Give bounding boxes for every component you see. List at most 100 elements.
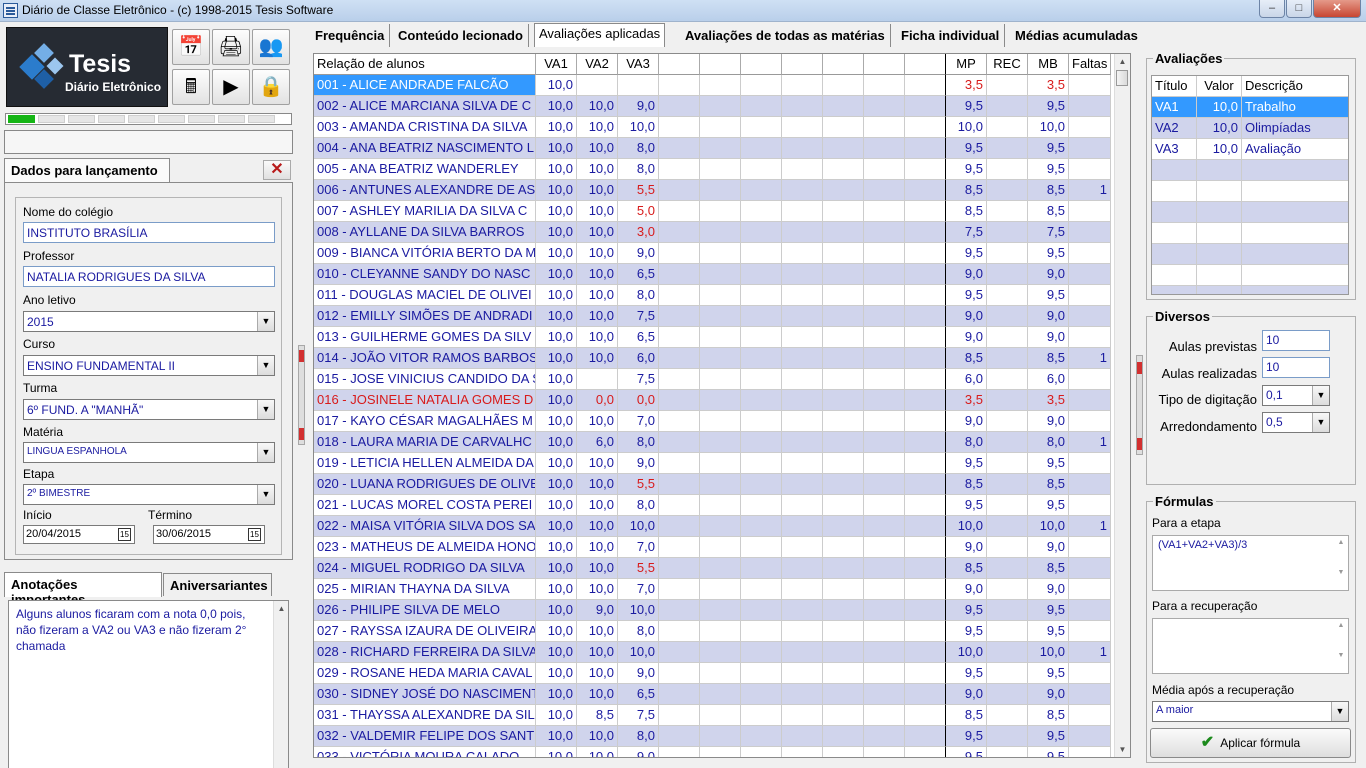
cell-rec[interactable] [987,474,1028,495]
cell-empty[interactable] [864,222,905,243]
notes-textarea[interactable]: Alguns alunos ficaram com a nota 0,0 poi… [8,600,289,768]
cell-mp[interactable]: 9,5 [946,285,987,306]
header-valor[interactable]: Valor [1197,76,1242,97]
cell-empty[interactable] [700,96,741,117]
cell-va1[interactable]: 10,0 [536,348,577,369]
cell-va2[interactable]: 10,0 [577,684,618,705]
cell-va2[interactable]: 10,0 [577,159,618,180]
header-mb[interactable]: MB [1028,54,1069,75]
cell-mp[interactable]: 8,5 [946,180,987,201]
cell-va3[interactable]: 7,5 [618,306,659,327]
cell-empty[interactable] [700,411,741,432]
cell-empty[interactable] [864,726,905,747]
cell-mb[interactable]: 10,0 [1028,516,1069,537]
cell-empty[interactable] [864,369,905,390]
cell-empty[interactable] [905,642,946,663]
cell-va2[interactable]: 10,0 [577,453,618,474]
cell-faltas[interactable] [1069,474,1111,495]
cell-rec[interactable] [987,327,1028,348]
cell-empty[interactable] [823,117,864,138]
cell-mb[interactable]: 9,0 [1028,579,1069,600]
cell-empty[interactable] [823,747,864,757]
cell-empty[interactable] [864,663,905,684]
cell-mb[interactable]: 8,5 [1028,180,1069,201]
cell-empty[interactable] [700,348,741,369]
table-row[interactable]: 029 - ROSANE HEDA MARIA CAVAL 10,0 10,0 9,0… [314,663,1114,684]
cell-empty[interactable] [905,684,946,705]
cell-empty[interactable] [700,285,741,306]
avaliacao-valor[interactable] [1197,286,1242,294]
aulas-previstas-input[interactable]: 10 [1262,330,1330,351]
cell-empty[interactable] [659,537,700,558]
cell-empty[interactable] [864,684,905,705]
cell-va1[interactable]: 10,0 [536,96,577,117]
header-mp[interactable]: MP [946,54,987,75]
cell-faltas[interactable]: 1 [1069,432,1111,453]
avaliacao-titulo[interactable]: VA1 [1152,97,1197,118]
cell-empty[interactable] [700,201,741,222]
cell-empty[interactable] [700,474,741,495]
cell-rec[interactable] [987,390,1028,411]
cell-va3[interactable]: 6,0 [618,348,659,369]
cell-va3[interactable]: 10,0 [618,600,659,621]
cell-empty[interactable] [782,684,823,705]
cell-empty[interactable] [823,495,864,516]
cell-va2[interactable]: 10,0 [577,180,618,201]
cell-empty[interactable] [782,642,823,663]
calculator-button[interactable]: 🖩 [172,69,210,105]
avaliacao-empty-row[interactable] [1152,265,1348,286]
cell-empty[interactable] [741,621,782,642]
cell-empty[interactable] [905,264,946,285]
cell-mb[interactable]: 9,0 [1028,306,1069,327]
tab-medias-acumuladas[interactable]: Médias acumuladas [1015,28,1138,43]
avaliacao-valor[interactable]: 10,0 [1197,97,1242,118]
print-button[interactable]: 🖨 [212,29,250,65]
cell-mp[interactable]: 7,5 [946,222,987,243]
cell-va1[interactable]: 10,0 [536,474,577,495]
cell-faltas[interactable]: 1 [1069,348,1111,369]
cell-empty[interactable] [823,663,864,684]
cell-empty[interactable] [905,138,946,159]
textarea-scroll-icon[interactable]: ▲ ▼ [1337,622,1345,659]
cell-mb[interactable]: 9,5 [1028,138,1069,159]
cell-mb[interactable]: 9,5 [1028,96,1069,117]
chevron-down-icon[interactable]: ▼ [257,312,274,331]
cell-empty[interactable] [741,159,782,180]
cell-va2[interactable]: 10,0 [577,96,618,117]
cell-empty[interactable] [659,75,700,96]
cell-empty[interactable] [741,642,782,663]
cell-va3[interactable] [618,75,659,96]
cell-faltas[interactable] [1069,369,1111,390]
cell-faltas[interactable] [1069,579,1111,600]
cell-va3[interactable]: 6,5 [618,684,659,705]
chevron-down-icon[interactable]: ▼ [257,443,274,462]
cell-empty[interactable] [700,705,741,726]
cell-name[interactable]: 012 - EMILLY SIMÕES DE ANDRADI [314,306,536,327]
cell-empty[interactable] [905,516,946,537]
cell-rec[interactable] [987,642,1028,663]
cell-empty[interactable] [905,474,946,495]
cell-empty[interactable] [905,348,946,369]
cell-va2[interactable]: 10,0 [577,117,618,138]
cell-empty[interactable] [782,369,823,390]
table-row[interactable]: 024 - MIGUEL RODRIGO DA SILVA 10,0 10,0 5,5… [314,558,1114,579]
avaliacao-valor[interactable]: 10,0 [1197,139,1242,160]
cell-empty[interactable] [659,117,700,138]
avaliacao-titulo[interactable] [1152,265,1197,286]
cell-mb[interactable]: 3,5 [1028,390,1069,411]
cell-va2[interactable]: 10,0 [577,285,618,306]
cell-va1[interactable]: 10,0 [536,705,577,726]
cell-mb[interactable]: 9,5 [1028,285,1069,306]
cell-empty[interactable] [741,705,782,726]
cell-empty[interactable] [741,222,782,243]
cell-empty[interactable] [905,747,946,757]
scroll-up-icon[interactable]: ▲ [1118,57,1127,66]
avaliacao-titulo[interactable] [1152,181,1197,202]
cell-empty[interactable] [741,558,782,579]
table-row[interactable]: 012 - EMILLY SIMÕES DE ANDRADI 10,0 10,0 7,… [314,306,1114,327]
end-date-field[interactable]: 30/06/2015 15 [153,525,265,544]
cell-empty[interactable] [782,726,823,747]
avaliacao-empty-row[interactable] [1152,244,1348,265]
cell-empty[interactable] [864,537,905,558]
cell-rec[interactable] [987,411,1028,432]
